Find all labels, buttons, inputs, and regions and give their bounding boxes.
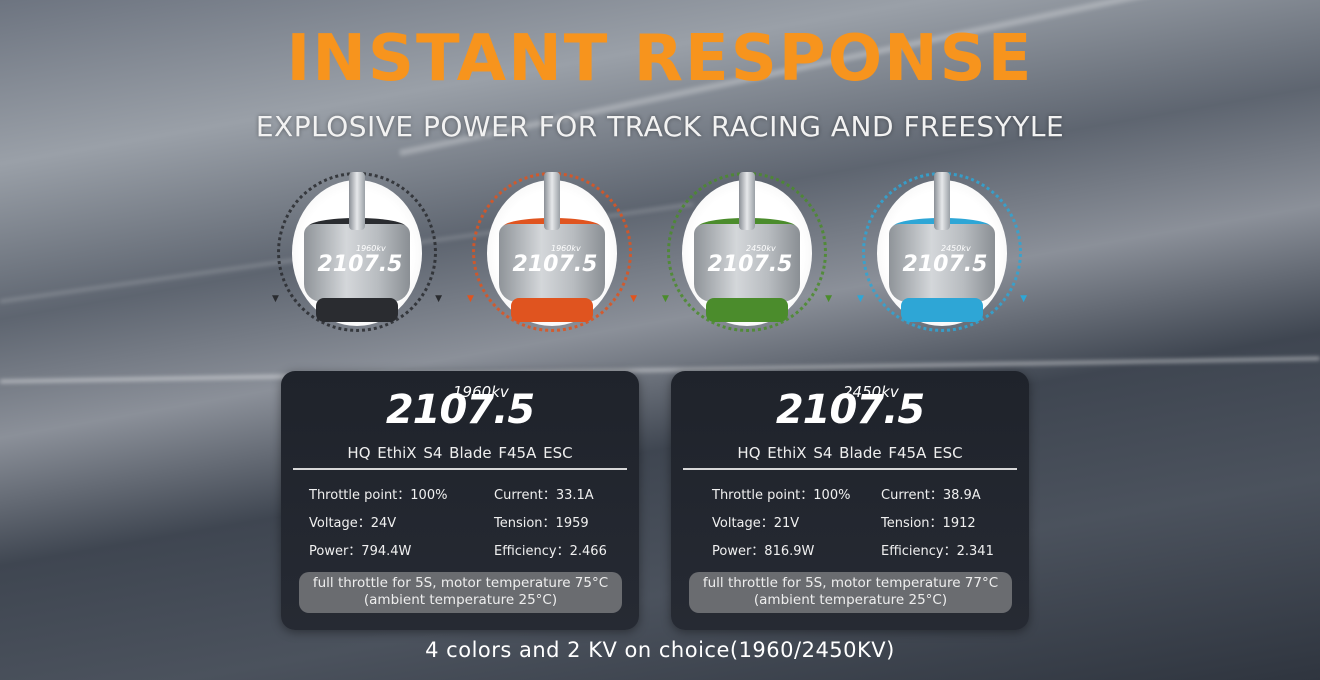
motor-base: [511, 298, 593, 322]
triangle-icon: ▼: [435, 294, 442, 304]
spec-card-2450kv: 2107.5 2450kv HQ EthiX S4 Blade F45A ESC…: [671, 371, 1029, 630]
triangle-icon: ▼: [1020, 294, 1027, 304]
motor-shaft: [349, 172, 365, 230]
test-config: HQ EthiX S4 Blade F45A ESC: [347, 444, 573, 462]
spec-current: Current：33.1A: [494, 488, 594, 503]
motor-orange: 2107.5 1960kv ▼ ▼: [467, 172, 637, 332]
spec-power: Power：816.9W: [712, 544, 815, 559]
spec-card-1960kv: 2107.5 1960kv HQ EthiX S4 Blade F45A ESC…: [281, 371, 639, 630]
note-line-2: (ambient temperature 25°C): [753, 592, 948, 608]
triangle-icon: ▼: [662, 294, 669, 304]
triangle-icon: ▼: [272, 294, 279, 304]
motor-base: [706, 298, 788, 322]
spec-current: Current：38.9A: [881, 488, 981, 503]
triangle-icon: ▼: [825, 294, 832, 304]
spec-efficiency: Efficiency：2.466: [494, 544, 607, 559]
kv-label: 1960kv: [453, 383, 509, 401]
headline: INSTANT RESPONSE: [286, 22, 1034, 96]
motor-shaft: [544, 172, 560, 230]
spec-tension: Tension：1912: [881, 516, 976, 531]
spec-voltage: Voltage：24V: [309, 516, 397, 531]
motor-label: 2107.5 2450kv: [902, 244, 988, 277]
footer-caption: 4 colors and 2 KV on choice(1960/2450KV): [425, 638, 895, 662]
motor-shaft: [934, 172, 950, 230]
motor-black: 2107.5 1960kv ▼ ▼: [272, 172, 442, 332]
triangle-icon: ▼: [467, 294, 474, 304]
motor-bell: [304, 224, 410, 302]
motor-bell: [694, 224, 800, 302]
spec-voltage: Voltage：21V: [712, 516, 800, 531]
motor-base: [316, 298, 398, 322]
note-line-2: (ambient temperature 25°C): [363, 592, 558, 608]
motor-green: 2107.5 2450kv ▼ ▼: [662, 172, 832, 332]
subheadline: EXPLOSIVE POWER FOR TRACK RACING AND FRE…: [255, 110, 1065, 143]
model-name: 2107.5: [385, 387, 535, 433]
divider: [683, 468, 1017, 470]
triangle-icon: ▼: [630, 294, 637, 304]
model-name: 2107.5: [775, 387, 925, 433]
spec-efficiency: Efficiency：2.341: [881, 544, 994, 559]
motor-bell: [889, 224, 995, 302]
motor-bell: [499, 224, 605, 302]
note-line-1: full throttle for 5S, motor temperature …: [312, 575, 609, 591]
test-config: HQ EthiX S4 Blade F45A ESC: [737, 444, 963, 462]
motor-label: 2107.5 1960kv: [512, 244, 598, 277]
motor-blue: 2107.5 2450kv ▼ ▼: [857, 172, 1027, 332]
note-line-1: full throttle for 5S, motor temperature …: [702, 575, 999, 591]
temperature-note: full throttle for 5S, motor temperature …: [299, 572, 622, 613]
divider: [293, 468, 627, 470]
motor-label: 2107.5 1960kv: [317, 244, 403, 277]
spec-power: Power：794.4W: [309, 544, 412, 559]
spec-throttle: Throttle point：100%: [309, 488, 448, 503]
spec-throttle: Throttle point：100%: [712, 488, 851, 503]
kv-label: 2450kv: [843, 383, 899, 401]
motor-shaft: [739, 172, 755, 230]
motor-base: [901, 298, 983, 322]
triangle-icon: ▼: [857, 294, 864, 304]
motor-label: 2107.5 2450kv: [707, 244, 793, 277]
spec-tension: Tension：1959: [494, 516, 589, 531]
temperature-note: full throttle for 5S, motor temperature …: [689, 572, 1012, 613]
